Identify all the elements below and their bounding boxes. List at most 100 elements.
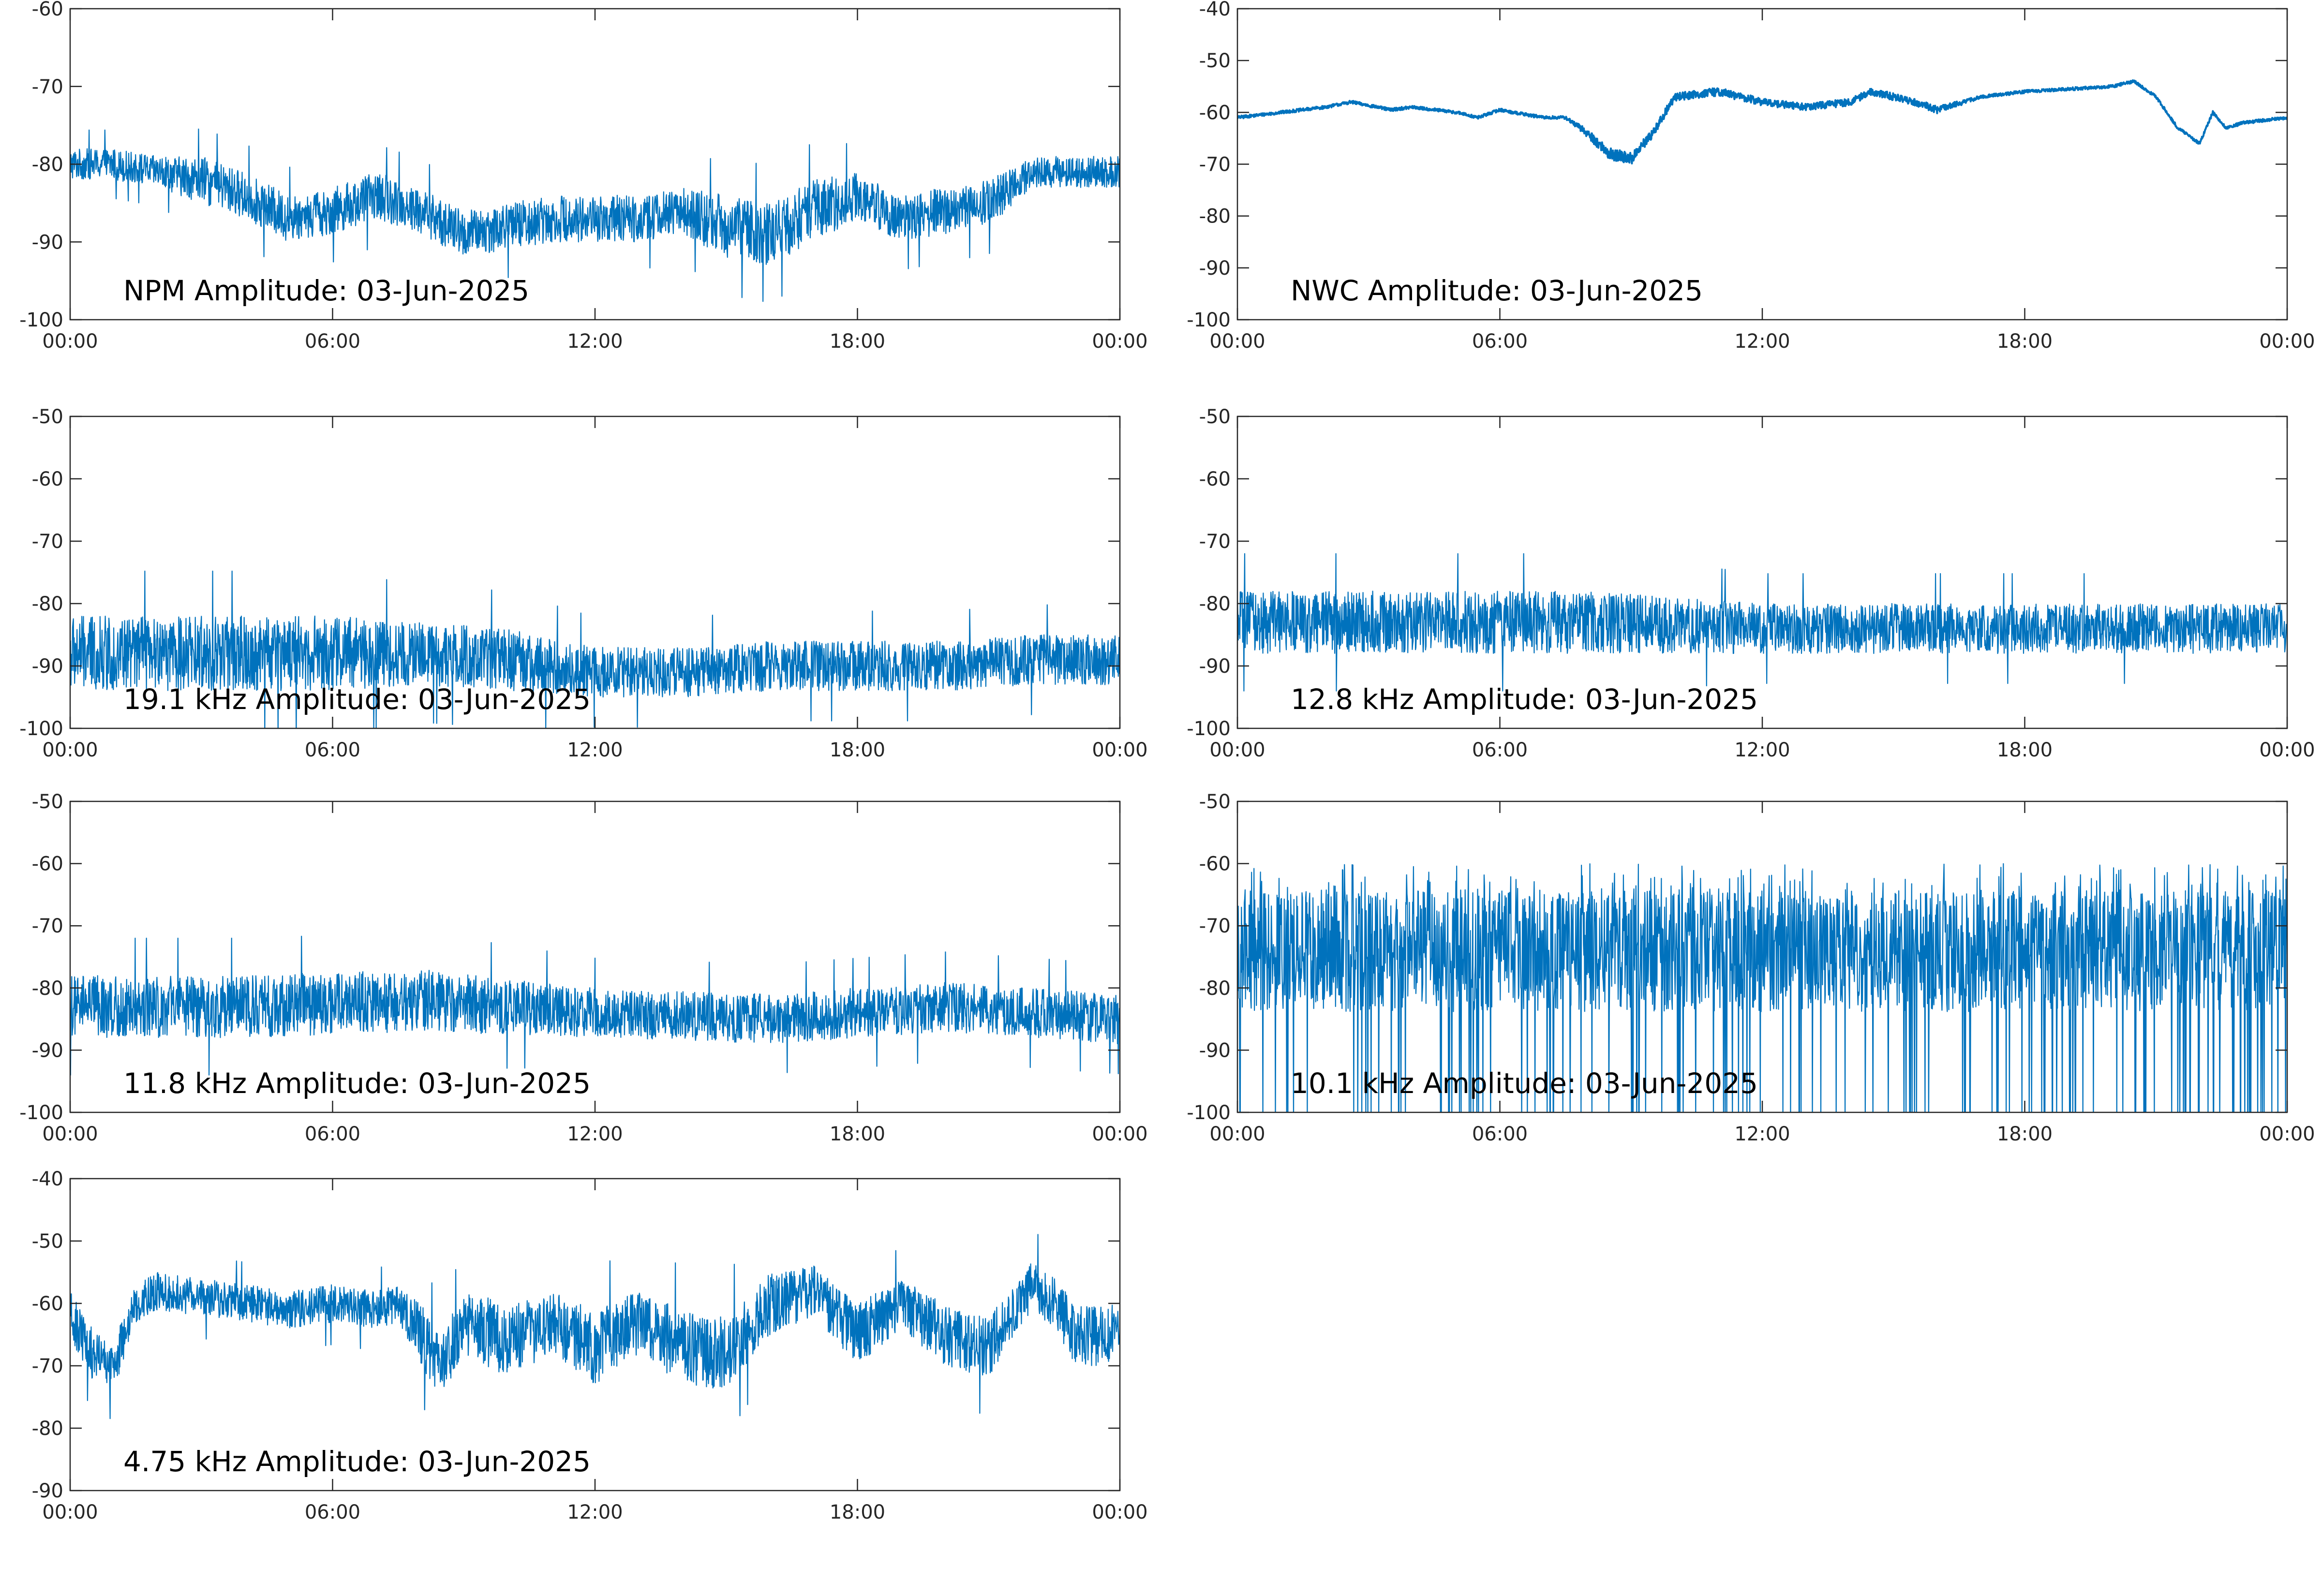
chart-panel-3: -100 -90 -80 -70 -60 -50 00:00 06:00 12:00 18:00 0…	[19, 406, 1147, 761]
y-tick-label: -70	[32, 1355, 63, 1377]
x-tick-label: 12:00	[1734, 739, 1790, 761]
series-line	[1237, 863, 2287, 1112]
x-tick-label: 00:00	[2259, 330, 2315, 353]
chart-title: 12.8 kHz Amplitude: 03-Jun-2025	[1291, 683, 1758, 716]
x-tick-label: 00:00	[1092, 1501, 1147, 1523]
y-tick-label: -60	[1199, 468, 1231, 490]
chart-title: NWC Amplitude: 03-Jun-2025	[1291, 274, 1703, 307]
x-tick-label: 06:00	[305, 330, 360, 353]
y-tick-label: -40	[32, 1168, 63, 1190]
chart-panel-6: -100 -90 -80 -70 -60 -50 00:00 06:00 12:00 18:00 0…	[1187, 791, 2315, 1145]
y-tick-label: -60	[32, 1293, 63, 1315]
chart-panel-5: -100 -90 -80 -70 -60 -50 00:00 06:00 12:00 18:00 0…	[19, 791, 1147, 1145]
y-tick-label: -70	[1199, 154, 1231, 176]
y-tick-label: -70	[1199, 915, 1231, 937]
x-tick-label: 00:00	[2259, 1123, 2315, 1145]
chart-panel-7: -90 -80 -70 -60 -50 -40 00:00 06:00 12:00 18:00 00…	[32, 1168, 1148, 1523]
x-tick-label: 00:00	[1209, 1123, 1265, 1145]
axes-frame	[1236, 8, 2288, 321]
x-tick-label: 06:00	[305, 739, 360, 761]
chart-panel-4: -100 -90 -80 -70 -60 -50 00:00 06:00 12:00 18:00 0…	[1187, 406, 2315, 761]
x-tick-label: 12:00	[567, 330, 623, 353]
x-tick-label: 18:00	[830, 739, 885, 761]
y-tick-label: -80	[1199, 977, 1231, 1000]
y-tick-label: -60	[1199, 853, 1231, 875]
y-tick-label: -40	[1199, 0, 1231, 20]
series-line	[70, 935, 1120, 1076]
chart-title: 11.8 kHz Amplitude: 03-Jun-2025	[123, 1067, 591, 1100]
y-tick-label: -100	[1187, 309, 1231, 331]
y-tick-label: -90	[1199, 1039, 1231, 1062]
chart-title: 10.1 kHz Amplitude: 03-Jun-2025	[1291, 1067, 1758, 1100]
series-line	[70, 570, 1120, 728]
y-tick-label: -50	[32, 1230, 63, 1253]
y-tick-label: -50	[1199, 791, 1231, 813]
y-tick-label: -90	[1199, 655, 1231, 678]
x-tick-label: 12:00	[1734, 330, 1790, 353]
x-tick-label: 18:00	[830, 1501, 885, 1523]
y-tick-label: -80	[32, 977, 63, 1000]
chart-title: NPM Amplitude: 03-Jun-2025	[123, 274, 529, 307]
x-tick-label: 12:00	[1734, 1123, 1790, 1145]
y-tick-label: -90	[32, 1480, 63, 1502]
axes-frame	[69, 800, 1121, 1113]
x-tick-label: 18:00	[1997, 330, 2053, 353]
y-tick-label: -60	[1199, 102, 1231, 124]
y-tick-label: -70	[32, 76, 63, 98]
y-tick-label: -70	[32, 531, 63, 553]
y-tick-label: -90	[32, 1039, 63, 1062]
x-tick-label: 18:00	[830, 1123, 885, 1145]
x-tick-label: 00:00	[1092, 1123, 1147, 1145]
y-tick-label: -80	[32, 593, 63, 615]
x-tick-label: 00:00	[42, 1501, 98, 1523]
series-line	[1237, 79, 2287, 164]
y-tick-label: -70	[32, 915, 63, 937]
x-tick-label: 06:00	[1472, 1123, 1528, 1145]
y-tick-label: -70	[1199, 531, 1231, 553]
x-tick-label: 12:00	[567, 739, 623, 761]
y-tick-label: -50	[32, 791, 63, 813]
y-tick-label: -60	[32, 468, 63, 490]
y-tick-label: -80	[32, 154, 63, 176]
series-line	[70, 1234, 1120, 1419]
y-tick-label: -100	[19, 309, 63, 331]
y-tick-label: -100	[1187, 718, 1231, 740]
x-tick-label: 00:00	[42, 739, 98, 761]
y-tick-label: -100	[1187, 1102, 1231, 1124]
x-tick-label: 06:00	[1472, 330, 1528, 353]
x-tick-label: 06:00	[305, 1501, 360, 1523]
y-tick-label: -50	[1199, 50, 1231, 72]
y-tick-label: -60	[32, 853, 63, 875]
x-tick-label: 18:00	[1997, 1123, 2053, 1145]
chart-title: 19.1 kHz Amplitude: 03-Jun-2025	[123, 683, 591, 716]
y-tick-label: -100	[19, 1102, 63, 1124]
x-tick-label: 06:00	[305, 1123, 360, 1145]
x-tick-label: 00:00	[1092, 330, 1147, 353]
y-tick-label: -50	[1199, 406, 1231, 428]
x-tick-label: 00:00	[1092, 739, 1147, 761]
y-tick-label: -90	[32, 655, 63, 678]
y-tick-label: -80	[1199, 206, 1231, 228]
y-tick-label: -80	[32, 1418, 63, 1440]
chart-panel-1: -100 -90 -80 -70 -60 00:00 06:00 12:00 18:00 00:0…	[19, 0, 1147, 353]
x-tick-label: 00:00	[42, 330, 98, 353]
x-tick-label: 12:00	[567, 1123, 623, 1145]
series-line	[1237, 553, 2287, 692]
x-tick-label: 12:00	[567, 1501, 623, 1523]
y-tick-label: -50	[32, 406, 63, 428]
x-tick-label: 00:00	[2259, 739, 2315, 761]
series-line	[70, 128, 1120, 302]
axes-frame	[1236, 415, 2288, 729]
x-tick-label: 18:00	[830, 330, 885, 353]
x-tick-label: 00:00	[42, 1123, 98, 1145]
x-tick-label: 18:00	[1997, 739, 2053, 761]
x-tick-label: 06:00	[1472, 739, 1528, 761]
chart-panel-2: -100 -90 -80 -70 -60 -50 -40 00:00 06:00 12:00 18:…	[1187, 0, 2315, 353]
axes-frame	[69, 8, 1121, 321]
x-tick-label: 00:00	[1209, 739, 1265, 761]
chart-title: 4.75 kHz Amplitude: 03-Jun-2025	[123, 1445, 591, 1478]
y-tick-label: -80	[1199, 593, 1231, 615]
x-tick-label: 00:00	[1209, 330, 1265, 353]
y-tick-label: -60	[32, 0, 63, 20]
